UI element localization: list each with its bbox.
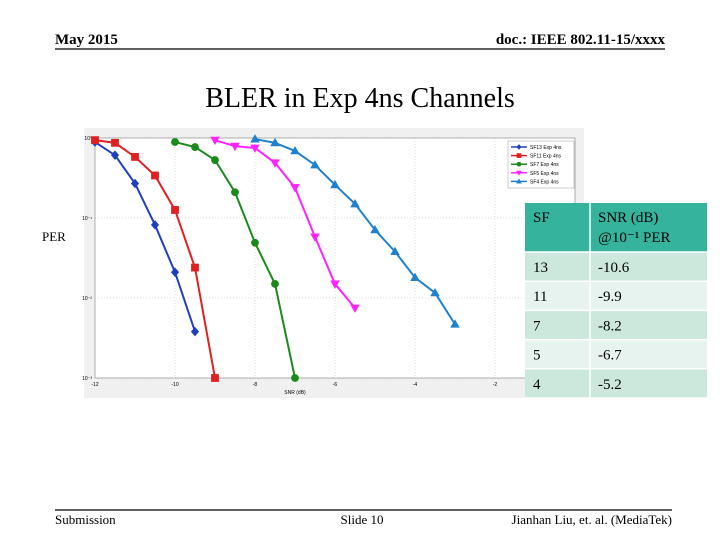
data-point: [211, 374, 219, 382]
legend-label: SF13 Exp 4ns: [530, 145, 562, 151]
data-point: [350, 199, 360, 208]
data-point: [310, 233, 320, 242]
y-tick-label: 10⁻¹: [82, 216, 92, 222]
series-line: [214, 139, 356, 309]
x-tick-label: -6: [333, 382, 338, 388]
data-point: [410, 272, 420, 281]
legend-marker: [516, 161, 522, 167]
header-doc: doc.: IEEE 802.11-15/xxxx: [496, 32, 666, 48]
table-header-bg: [525, 203, 707, 252]
x-tick-label: -2: [493, 382, 498, 388]
footer-author: Jianhan Liu, et. al. (MediaTek): [512, 512, 672, 527]
table-row-bg: [525, 281, 707, 311]
legend-marker: [516, 178, 522, 184]
table-cell: 4: [533, 377, 541, 393]
table-cell: 5: [533, 348, 541, 364]
data-point: [191, 263, 199, 272]
data-point: [210, 136, 220, 146]
footer-slide: Slide 10: [341, 512, 384, 527]
data-point: [450, 319, 460, 328]
data-point: [191, 143, 199, 151]
x-tick-label: -8: [253, 382, 258, 388]
legend-marker: [516, 153, 522, 158]
header-date: May 2015: [55, 32, 118, 48]
data-point: [251, 238, 259, 247]
legend-label: SF11 Exp 4ns: [530, 154, 562, 160]
data-point: [250, 134, 260, 143]
legend-label: SF7 Exp 4ns: [530, 162, 559, 168]
table-row-bg: [525, 368, 707, 398]
data-point: [250, 144, 260, 153]
data-point: [230, 142, 240, 152]
data-point: [150, 220, 160, 230]
table-cell: 13: [533, 260, 548, 276]
data-point: [390, 246, 400, 256]
table-row-bg: [525, 339, 707, 369]
data-point: [330, 280, 340, 289]
data-point: [130, 178, 140, 189]
table-cell: -9.9: [598, 289, 622, 305]
y-label: PER: [42, 229, 66, 244]
data-point: [151, 171, 159, 180]
legend-marker: [516, 170, 522, 176]
table-cell: -5.2: [598, 377, 622, 393]
data-point: [270, 159, 280, 168]
table-row-bg: [525, 252, 707, 282]
y-tick-label: 10⁰: [84, 136, 92, 142]
table-cell: -10.6: [598, 260, 630, 276]
data-point: [111, 138, 119, 147]
table-row-bg: [525, 310, 707, 340]
footer-left: Submission: [55, 512, 116, 527]
data-point: [91, 136, 99, 145]
table-cell: 11: [533, 289, 547, 305]
data-point: [430, 287, 440, 297]
y-tick-label: 10⁻²: [82, 296, 92, 302]
data-point: [131, 153, 139, 161]
data-point: [310, 160, 320, 169]
x-tick-label: -12: [91, 382, 98, 388]
series-line: [94, 141, 196, 332]
data-point: [190, 326, 200, 337]
data-point: [370, 224, 380, 234]
slide-title: BLER in Exp 4ns Channels: [205, 83, 515, 114]
table-cell: -8.2: [598, 318, 622, 334]
y-tick-label: 10⁻³: [82, 376, 92, 382]
x-tick-label: -10: [171, 382, 178, 388]
data-point: [290, 184, 300, 193]
x-axis-label: SNR (dB): [284, 390, 306, 396]
table-cell: -6.7: [598, 348, 622, 364]
data-point: [271, 280, 279, 288]
data-point: [170, 267, 180, 277]
data-point: [231, 188, 239, 197]
data-point: [291, 374, 299, 382]
legend-label: SF4 Exp 4ns: [530, 179, 559, 185]
legend-label: SF5 Exp 4ns: [530, 171, 559, 177]
data-point: [171, 206, 179, 214]
data-point: [290, 145, 300, 155]
data-point: [211, 156, 219, 164]
table-header-cell: SF: [533, 210, 550, 226]
table-cell: 7: [533, 318, 541, 334]
data-point: [171, 138, 179, 146]
x-tick-label: -4: [413, 382, 418, 388]
table: SF SNR (dB) @10⁻¹ PER 13 -10.6 11 -9.9 7 -8.2 5 -6…: [525, 203, 707, 399]
data-point: [330, 179, 340, 189]
data-point: [110, 150, 120, 160]
legend-marker: [516, 144, 522, 150]
data-point: [270, 137, 280, 147]
table-header-cell: SNR (dB) @10⁻¹ PER: [598, 210, 671, 246]
data-point: [350, 304, 360, 313]
